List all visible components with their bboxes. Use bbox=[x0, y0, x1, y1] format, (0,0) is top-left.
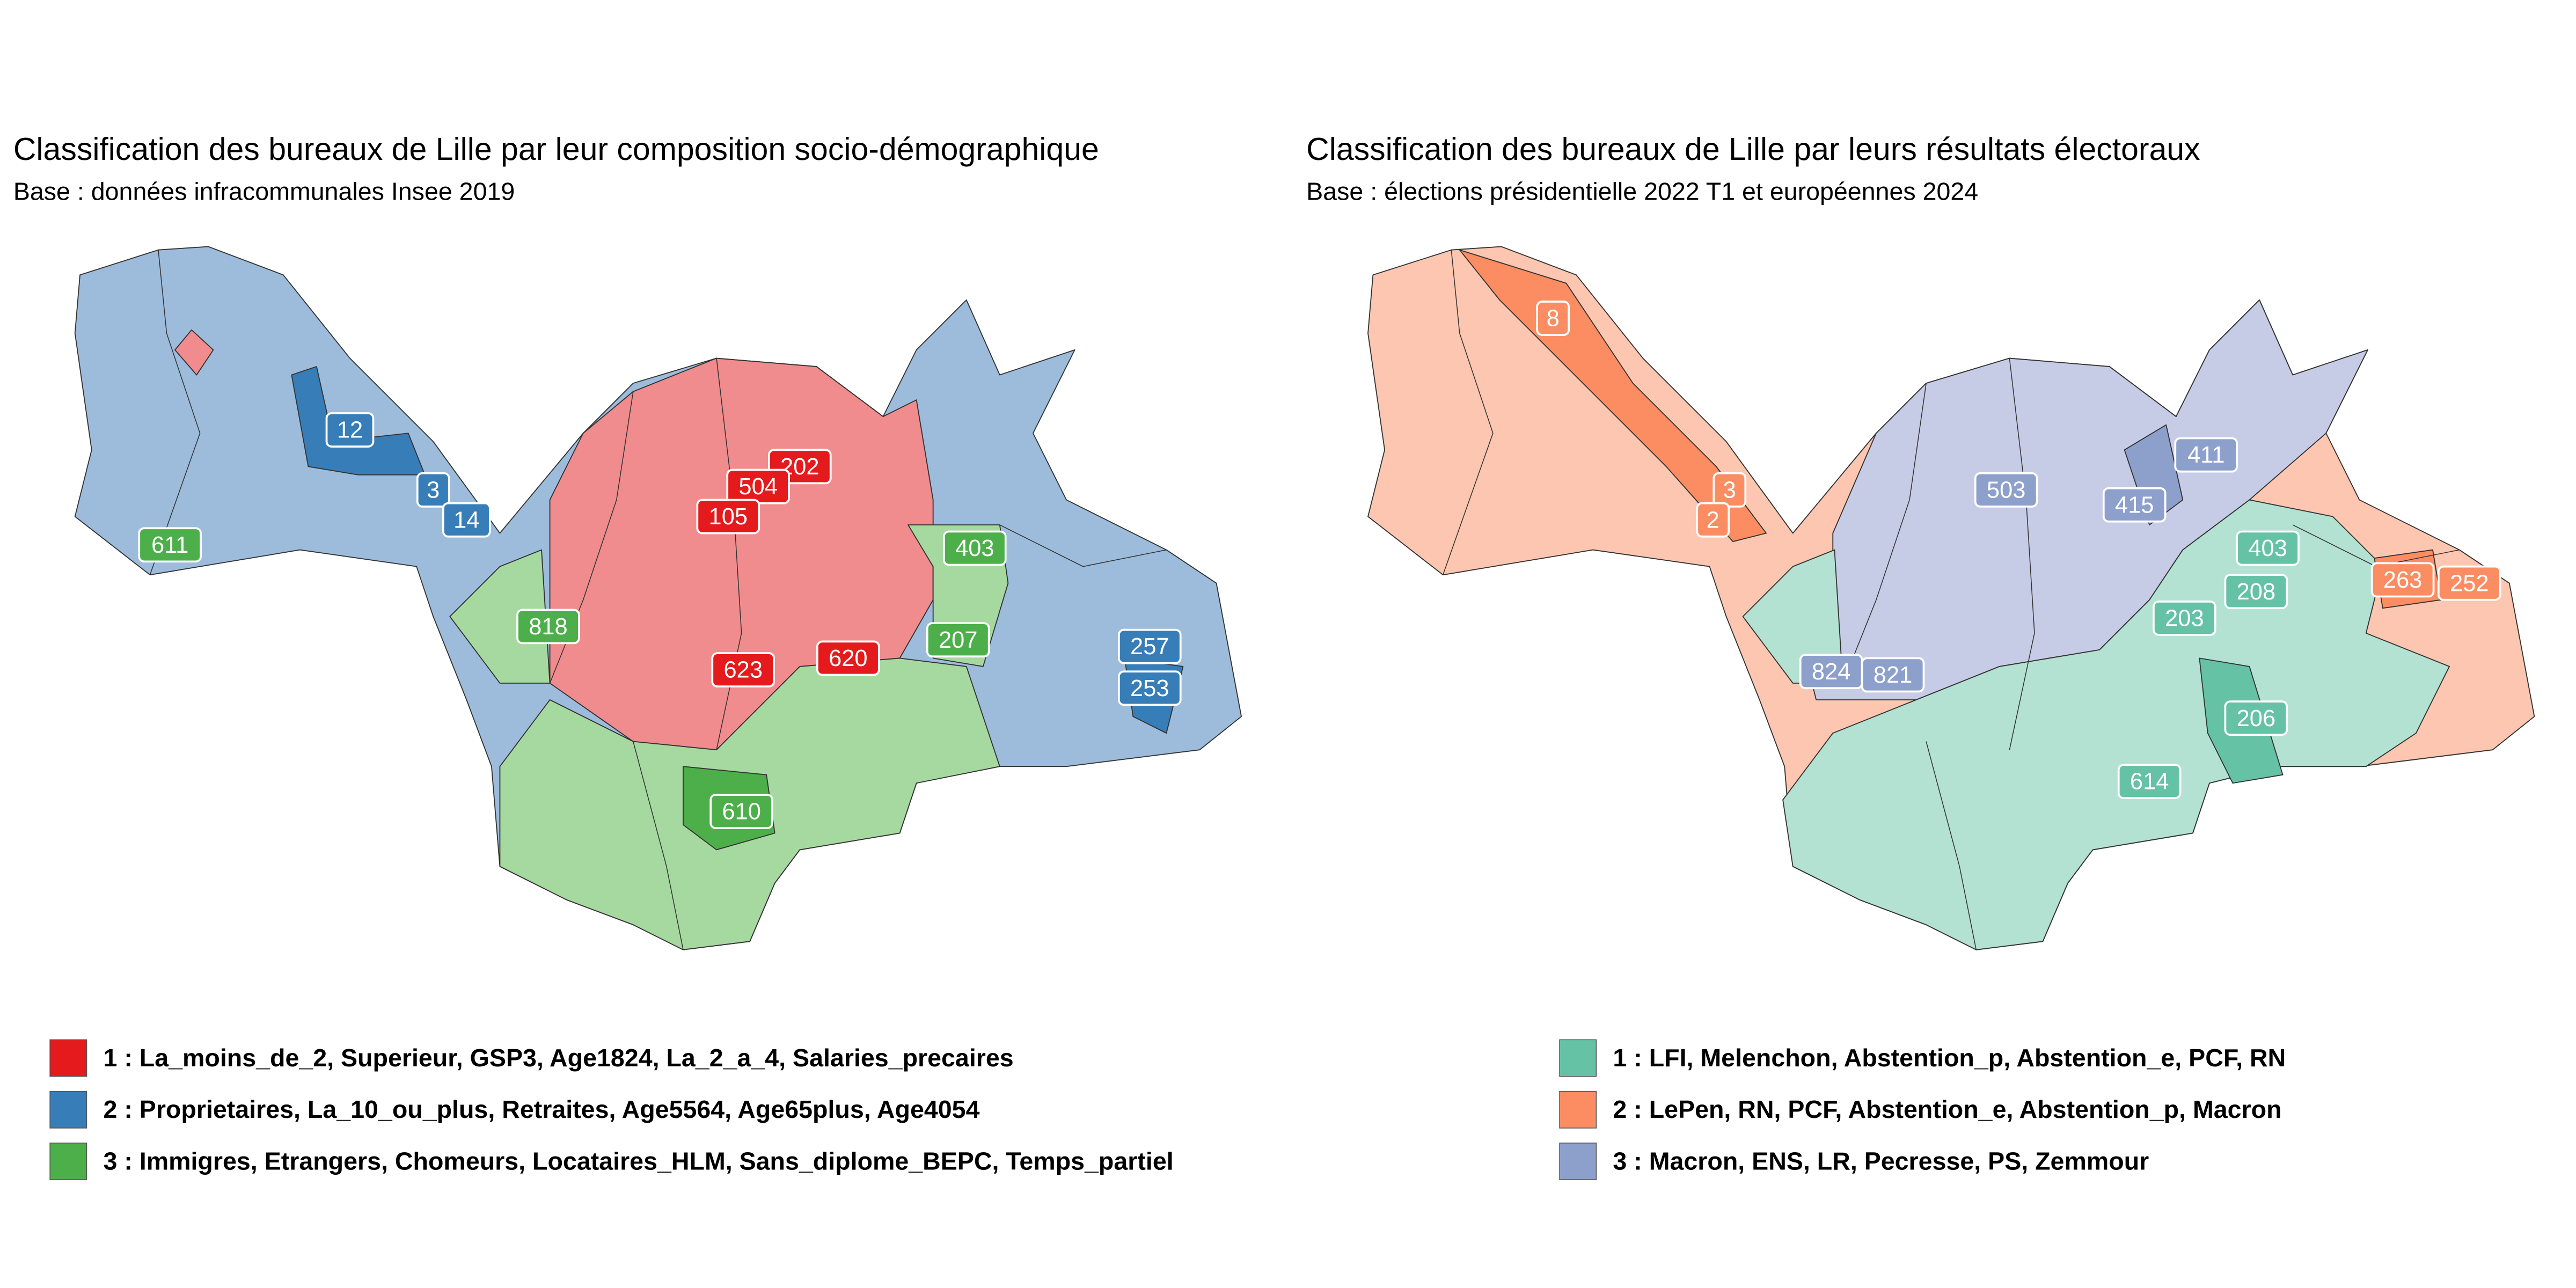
map-label: 610 bbox=[722, 799, 761, 825]
legend-swatch bbox=[1559, 1039, 1597, 1077]
map-label-box bbox=[325, 412, 375, 448]
legend-label: 2 : LePen, RN, PCF, Abstention_e, Absten… bbox=[1613, 1095, 2281, 1123]
map-label-box bbox=[1118, 670, 1182, 706]
boundary bbox=[633, 741, 684, 950]
map-label: 824 bbox=[1812, 659, 1851, 685]
map-label: 12 bbox=[337, 418, 363, 443]
map-label: 203 bbox=[2165, 605, 2204, 631]
map-zone bbox=[291, 366, 426, 475]
legend-swatch bbox=[49, 1143, 87, 1180]
map-label: 208 bbox=[2237, 579, 2276, 605]
map-label: 611 bbox=[151, 532, 188, 558]
map-label-box bbox=[1536, 301, 1570, 336]
map-label: 411 bbox=[2187, 442, 2224, 468]
map-label: 821 bbox=[1874, 662, 1913, 688]
boundary bbox=[1926, 741, 1977, 950]
map-label: 3 bbox=[427, 477, 440, 503]
map-label: 14 bbox=[453, 507, 479, 533]
map-subtitle: Base : élections présidentielle 2022 T1 … bbox=[1306, 177, 1978, 205]
map-zone bbox=[174, 329, 214, 376]
map-label: 504 bbox=[738, 474, 778, 500]
map-label-box bbox=[416, 472, 450, 508]
map-label: 2 bbox=[1707, 507, 1719, 533]
boundary bbox=[1842, 383, 1927, 684]
map-label-box bbox=[1861, 657, 1925, 693]
map-zone bbox=[1742, 549, 1843, 684]
map-label: 253 bbox=[1130, 676, 1169, 701]
map-label: 3 bbox=[1723, 477, 1736, 503]
map-label-box bbox=[2224, 574, 2288, 610]
map-label-box bbox=[516, 609, 580, 645]
legend-label: 1 : LFI, Melenchon, Abstention_p, Absten… bbox=[1613, 1044, 2286, 1072]
map-label-box bbox=[2437, 565, 2501, 601]
map-label: 206 bbox=[2237, 706, 2276, 731]
map-label: 415 bbox=[2115, 492, 2154, 518]
legend-swatch bbox=[49, 1091, 87, 1129]
map-label-box bbox=[1713, 472, 1747, 508]
map-label-box bbox=[2174, 437, 2238, 473]
boundary bbox=[716, 358, 742, 750]
map-label-box bbox=[2370, 562, 2435, 598]
map-label-box bbox=[1696, 502, 1730, 538]
map-label-box bbox=[709, 794, 773, 829]
boundary bbox=[1443, 250, 1494, 575]
legend-swatch bbox=[1559, 1091, 1597, 1129]
legend-swatch bbox=[49, 1039, 87, 1077]
map-label-box bbox=[2236, 530, 2300, 566]
map-label: 105 bbox=[709, 504, 748, 530]
legend-label: 2 : Proprietaires, La_10_ou_plus, Retrai… bbox=[103, 1095, 979, 1123]
boundary bbox=[149, 250, 201, 575]
map-label: 503 bbox=[1987, 477, 2026, 503]
map-label-box bbox=[1118, 628, 1182, 664]
map-label: 403 bbox=[955, 536, 994, 561]
map-label: 818 bbox=[529, 614, 568, 640]
legend-label: 1 : La_moins_de_2, Superieur, GSP3, Age1… bbox=[103, 1044, 1013, 1072]
map-label-box bbox=[2102, 487, 2167, 523]
legend-label: 3 : Immigres, Etrangers, Chomeurs, Locat… bbox=[103, 1147, 1173, 1175]
map-subtitle: Base : données infracommunales Insee 201… bbox=[13, 177, 515, 205]
map-label-box bbox=[2224, 700, 2288, 736]
map-label-box bbox=[816, 640, 880, 676]
map-label: 252 bbox=[2450, 570, 2489, 596]
map-label-box bbox=[942, 530, 1007, 566]
map-label: 620 bbox=[829, 646, 868, 671]
map-label: 623 bbox=[723, 657, 763, 683]
boundary bbox=[2009, 358, 2035, 750]
map-label-box bbox=[926, 622, 990, 658]
map-label-box bbox=[711, 652, 775, 688]
map-label-box bbox=[696, 499, 760, 535]
map-label-box bbox=[2153, 600, 2216, 636]
map-label: 207 bbox=[939, 627, 977, 653]
map-label: 614 bbox=[2130, 769, 2169, 795]
map-label-box bbox=[2117, 764, 2182, 800]
map-label-box bbox=[442, 502, 491, 538]
boundary bbox=[999, 524, 1167, 567]
map-zone bbox=[1799, 299, 2368, 700]
map-title: Classification des bureaux de Lille par … bbox=[1306, 131, 2200, 167]
map-label: 403 bbox=[2248, 536, 2287, 561]
legend-label: 3 : Macron, ENS, LR, Pecresse, PS, Zemmo… bbox=[1613, 1147, 2149, 1175]
map-label-box bbox=[1974, 472, 2038, 508]
map-label-box bbox=[138, 527, 202, 563]
map-label: 257 bbox=[1130, 634, 1169, 660]
map-label: 8 bbox=[1547, 306, 1560, 332]
map-title: Classification des bureaux de Lille par … bbox=[13, 131, 1099, 167]
map-label: 263 bbox=[2383, 567, 2423, 593]
legend-swatch bbox=[1559, 1143, 1597, 1180]
